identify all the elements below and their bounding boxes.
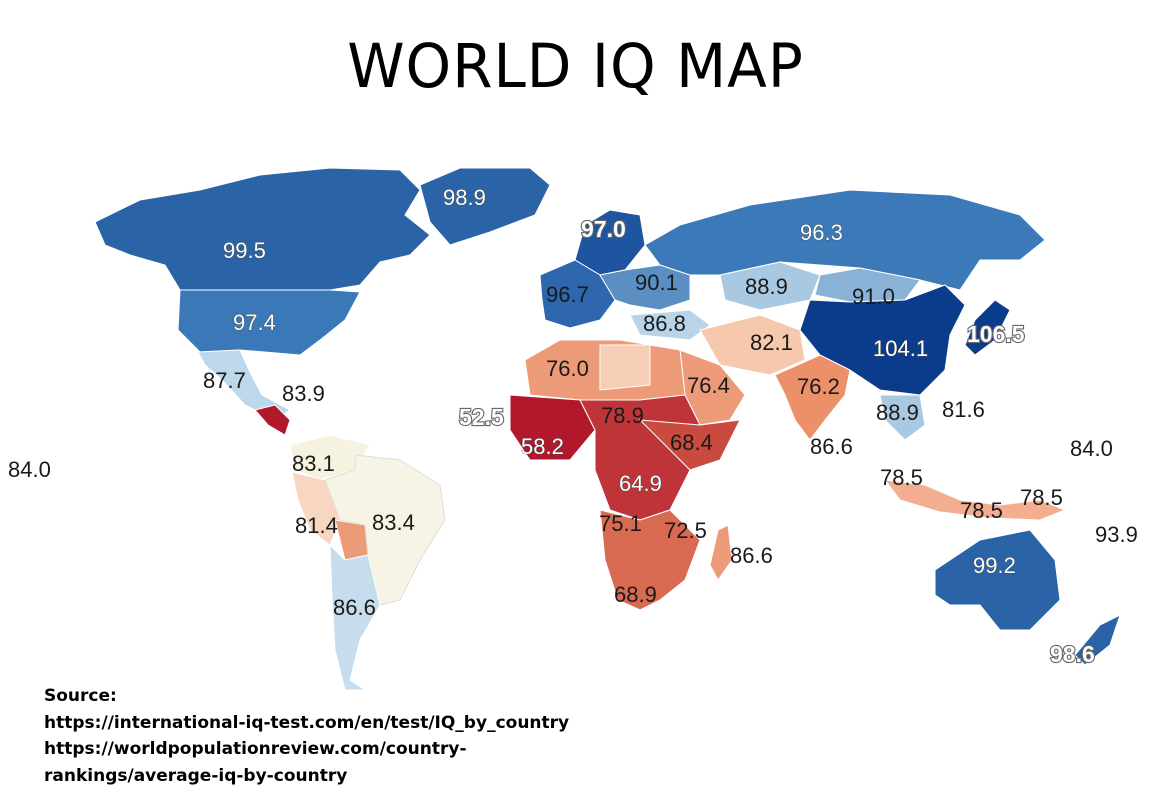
region-shape-indonesia[interactable] xyxy=(883,479,1067,521)
region-shape-new-zealand[interactable] xyxy=(1074,614,1121,666)
region-shape-russia[interactable] xyxy=(644,189,1046,291)
region-shape-madagascar[interactable] xyxy=(709,524,733,581)
value-label-caribbean: 83.9 xyxy=(282,381,325,406)
value-label-finland: 97.0 xyxy=(581,216,626,242)
value-label-colombia: 83.1 xyxy=(292,451,335,476)
region-shape-egypt[interactable] xyxy=(599,344,651,391)
value-label-indonesia-east: 78.5 xyxy=(960,498,1003,523)
source-block: Source: https://international-iq-test.co… xyxy=(44,683,569,789)
value-label-russia: 96.3 xyxy=(800,220,843,245)
region-shape-eastern-europe[interactable] xyxy=(599,264,691,311)
value-label-madagascar: 86.6 xyxy=(730,543,773,568)
value-label-australia: 99.2 xyxy=(973,553,1016,578)
value-label-sudan: 78.9 xyxy=(601,403,644,428)
value-label-usa: 97.4 xyxy=(233,310,276,335)
value-label-new-zealand: 98.6 xyxy=(1050,641,1095,667)
value-label-argentina: 86.6 xyxy=(333,595,376,620)
value-label-philippines: 81.6 xyxy=(942,397,985,422)
value-label-algeria: 76.0 xyxy=(546,356,589,381)
value-label-greenland: 98.9 xyxy=(443,185,486,210)
value-label-mexico: 87.7 xyxy=(203,368,246,393)
region-shape-southeast-asia[interactable] xyxy=(879,394,926,441)
region-shape-australia[interactable] xyxy=(934,529,1061,631)
region-shape-central-america[interactable] xyxy=(254,404,291,436)
value-label-france: 96.7 xyxy=(546,282,589,307)
value-label-papua: 78.5 xyxy=(1020,485,1063,510)
value-label-balkans: 90.1 xyxy=(635,270,678,295)
value-label-angola: 75.1 xyxy=(599,511,642,536)
value-label-brazil: 83.4 xyxy=(372,510,415,535)
value-label-peru: 81.4 xyxy=(295,513,338,538)
value-label-arabia: 76.4 xyxy=(687,373,730,398)
value-label-turkey: 86.8 xyxy=(643,311,686,336)
value-label-india: 76.2 xyxy=(797,374,840,399)
value-label-iran: 82.1 xyxy=(750,330,793,355)
value-label-ethiopia: 68.4 xyxy=(670,430,713,455)
region-shape-japan[interactable] xyxy=(964,299,1011,356)
region-shape-western-europe[interactable] xyxy=(539,259,616,329)
region-shape-southern-africa[interactable] xyxy=(599,509,701,611)
value-label-japan: 106.5 xyxy=(967,321,1025,347)
region-shape-india[interactable] xyxy=(774,354,851,441)
source-link-2[interactable]: https://worldpopulationreview.com/countr… xyxy=(44,739,467,759)
region-shape-turkey[interactable] xyxy=(629,309,711,341)
value-label-western-sahara: 52.5 xyxy=(459,404,504,430)
source-link-1[interactable]: https://international-iq-test.com/en/tes… xyxy=(44,712,570,733)
value-label-tanzania: 72.5 xyxy=(664,518,707,543)
value-label-fiji: 93.9 xyxy=(1095,522,1138,547)
value-label-west-africa: 58.2 xyxy=(521,434,564,459)
value-label-micronesia: 84.0 xyxy=(1070,436,1113,461)
region-shape-greenland[interactable] xyxy=(419,167,551,246)
value-label-sri-lanka: 86.6 xyxy=(810,434,853,459)
value-label-south-africa: 68.9 xyxy=(614,582,657,607)
source-link-3[interactable]: rankings/average-iq-by-country xyxy=(44,765,348,786)
region-shape-usa[interactable] xyxy=(177,289,361,356)
value-label-thailand: 88.9 xyxy=(876,400,919,425)
map-title: WORLD IQ MAP xyxy=(347,30,804,102)
region-shape-argentina[interactable] xyxy=(329,543,381,691)
value-label-kazakhstan: 88.9 xyxy=(745,274,788,299)
value-label-canada: 99.5 xyxy=(223,238,266,263)
value-label-china: 104.1 xyxy=(873,336,928,361)
value-label-congo: 64.9 xyxy=(619,471,662,496)
value-label-mongolia: 91.0 xyxy=(852,284,895,309)
value-label-indonesia-west: 78.5 xyxy=(880,465,923,490)
source-label: Source: xyxy=(44,686,117,706)
value-label-pacific: 84.0 xyxy=(8,457,51,482)
region-shape-east-africa[interactable] xyxy=(638,419,741,471)
region-shape-canada[interactable] xyxy=(94,167,431,291)
